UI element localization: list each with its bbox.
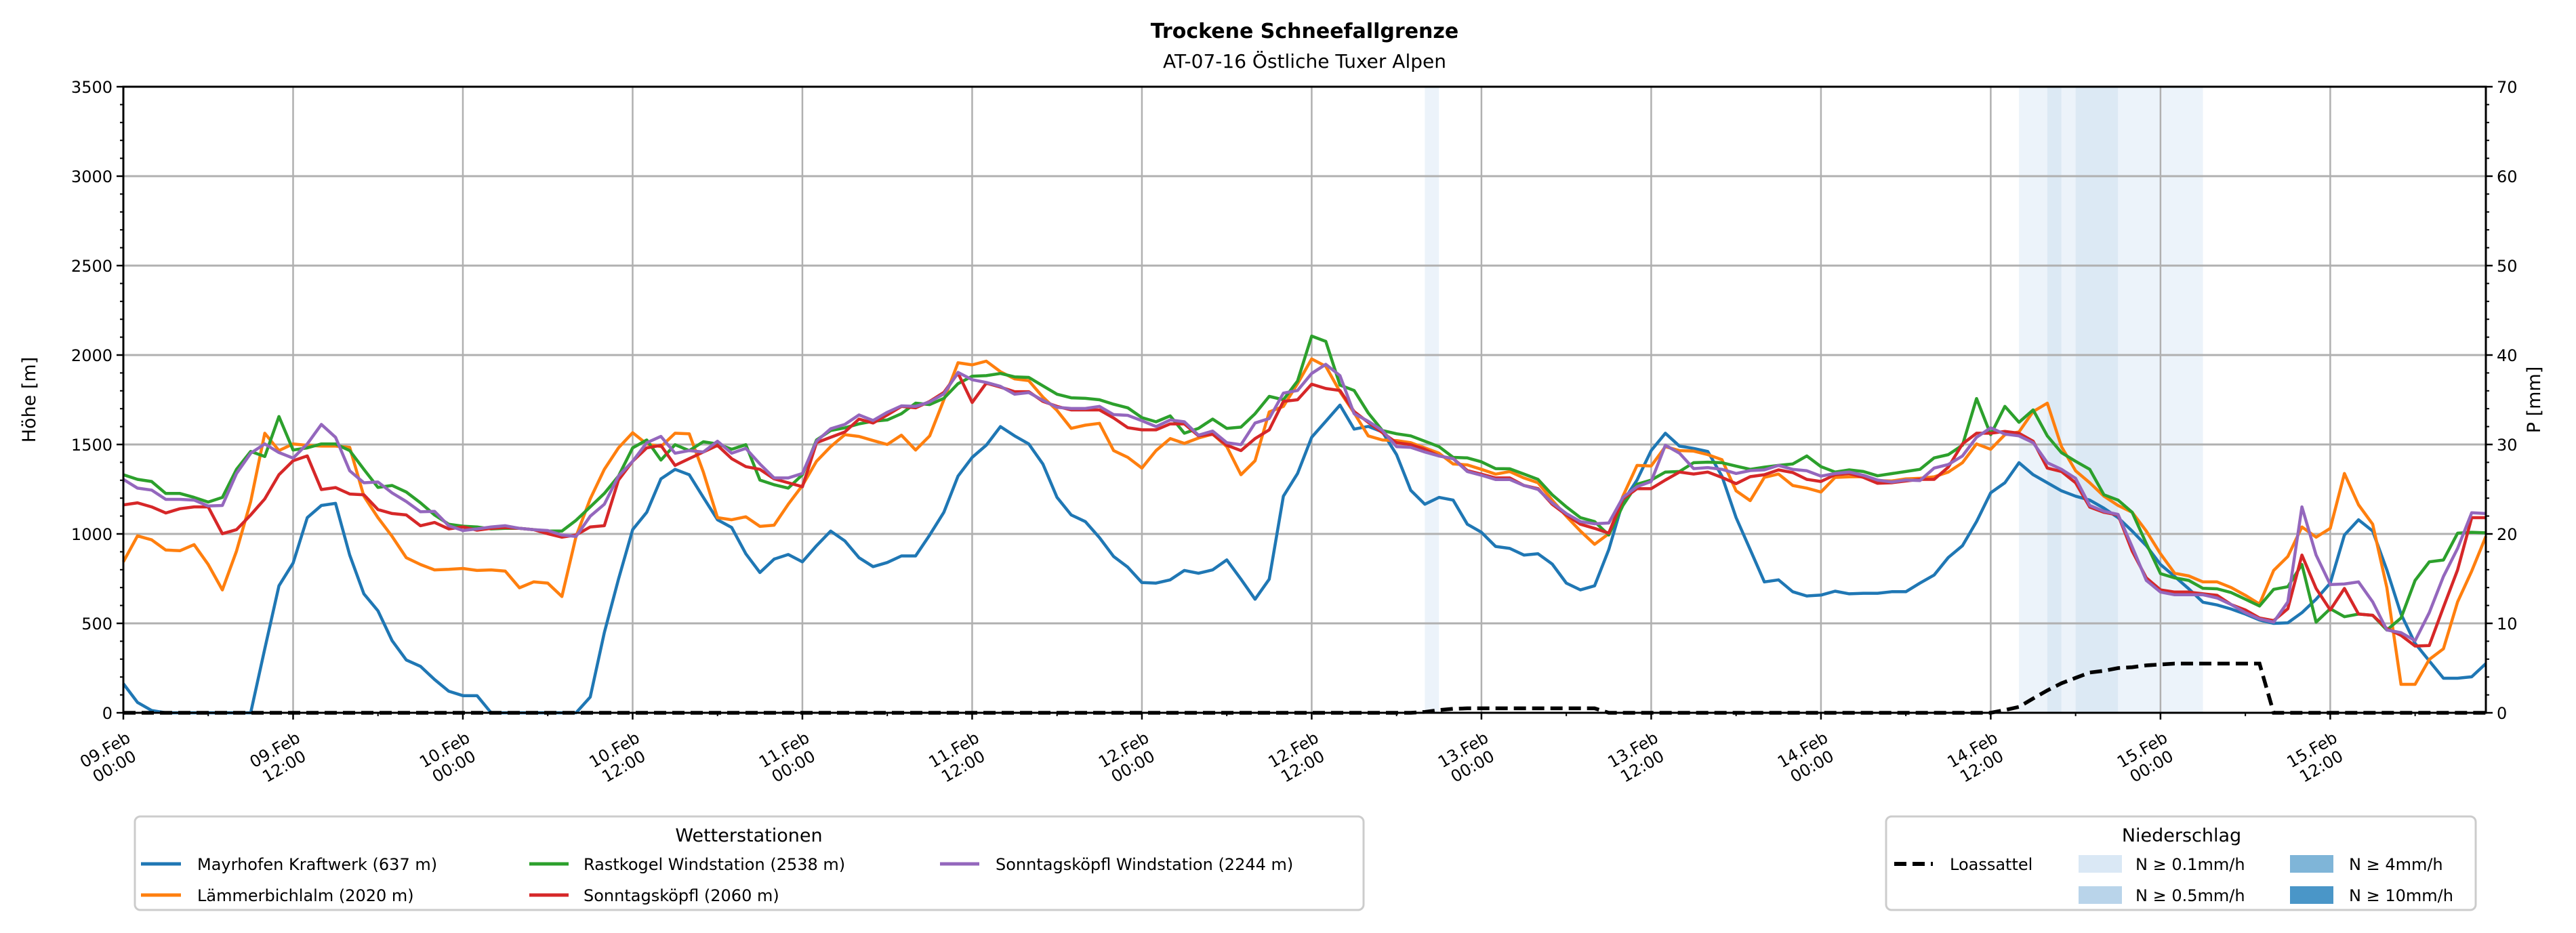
legend-label-rastkogel: Rastkogel Windstation (2538 m) — [584, 855, 845, 874]
chart-title: Trockene Schneefallgrenze — [1151, 20, 1458, 43]
y-right-tick-label: 70 — [2497, 78, 2518, 97]
legend-frame — [134, 815, 1365, 911]
legend-label-n01: N ≥ 0.1mm/h — [2135, 855, 2245, 874]
y-right-tick-label: 10 — [2497, 615, 2518, 634]
legend-label-sonntagskoepfl: Sonntagsköpfl (2060 m) — [584, 886, 779, 905]
y-tick-label: 2000 — [71, 346, 113, 365]
legend-patch-n10 — [2290, 886, 2333, 904]
plot-frame — [122, 85, 2487, 714]
y-tick-label: 500 — [81, 615, 113, 634]
precip-band — [1425, 87, 1439, 713]
y-right-tick-label: 0 — [2497, 704, 2507, 723]
legend-label-loassattel: Loassattel — [1950, 855, 2032, 874]
y-right-tick-label: 50 — [2497, 257, 2518, 276]
precip-band — [2061, 87, 2076, 713]
precipitation-legend: Niederschlag Loassattel N ≥ 0.1mm/h N ≥ … — [1885, 815, 2477, 911]
y-right-tick-label: 30 — [2497, 436, 2518, 455]
y-tick-label: 0 — [102, 704, 113, 723]
legend-label-laemmerbichlalm: Lämmerbichlalm (2020 m) — [197, 886, 414, 905]
y-right-tick-label: 60 — [2497, 167, 2518, 186]
legend-title: Wetterstationen — [675, 825, 822, 846]
precipitation-bands — [1425, 87, 2203, 713]
legend-patch-n4 — [2290, 855, 2333, 873]
y-right-tick-label: 20 — [2497, 525, 2518, 544]
y-axis-label-right: P [mm] — [2524, 367, 2545, 434]
legend-label-mayrhofen: Mayrhofen Kraftwerk (637 m) — [197, 855, 437, 874]
y-tick-label: 3500 — [71, 78, 113, 97]
stations-legend: Wetterstationen Mayrhofen Kraftwerk (637… — [134, 815, 1365, 911]
legend-label-n05: N ≥ 0.5mm/h — [2135, 886, 2245, 905]
y-tick-label: 2500 — [71, 257, 113, 276]
legend-label-n10: N ≥ 10mm/h — [2349, 886, 2453, 905]
y-tick-label: 1000 — [71, 525, 113, 544]
legend-patch-n01 — [2079, 855, 2122, 873]
y-axis-label: Höhe [m] — [19, 357, 40, 443]
series-line-1 — [122, 357, 2488, 686]
precip-band — [2075, 87, 2119, 713]
legend-label-sonntagskoepfl-windstation: Sonntagsköpfl Windstation (2244 m) — [996, 855, 1293, 874]
y-right-tick-label: 40 — [2497, 346, 2518, 365]
y-tick-label: 1500 — [71, 436, 113, 455]
precip-band — [2047, 87, 2062, 713]
y-tick-label: 3000 — [71, 167, 113, 186]
legend-title: Niederschlag — [2122, 825, 2241, 846]
series-line-4 — [122, 362, 2487, 642]
chart-subtitle: AT-07-16 Östliche Tuxer Alpen — [1163, 49, 1446, 72]
precip-band — [2019, 87, 2047, 713]
legend-label-n4: N ≥ 4mm/h — [2349, 855, 2443, 874]
legend-patch-n05 — [2079, 886, 2122, 904]
